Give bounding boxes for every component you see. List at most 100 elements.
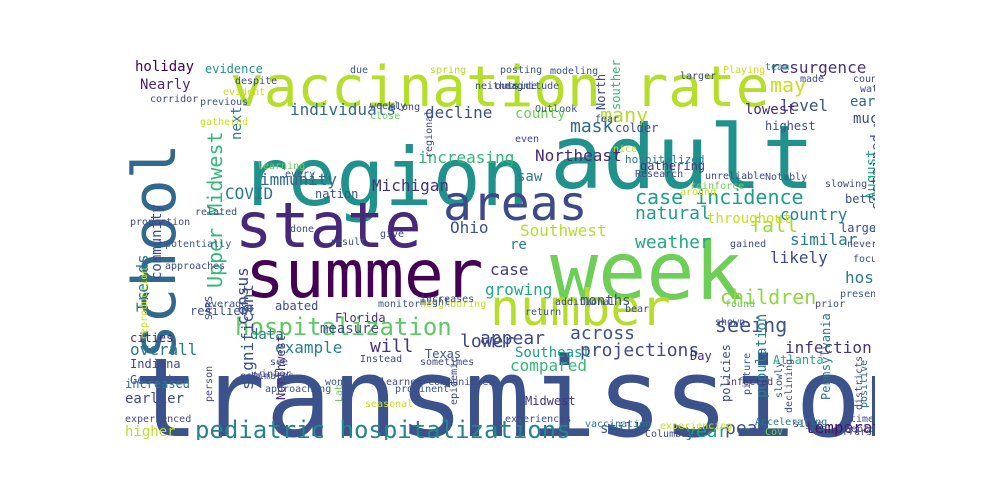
cloud-word: immunity: [260, 170, 338, 189]
cloud-word: abated: [275, 299, 319, 313]
cloud-word: country: [780, 205, 848, 224]
cloud-word: reproduction: [139, 267, 150, 340]
cloud-word: number: [490, 279, 671, 337]
cloud-word: Columbus: [645, 429, 694, 440]
cloud-word: CoV: [765, 427, 784, 438]
cloud-word: done: [290, 224, 315, 235]
cloud-word: gathered: [200, 117, 249, 128]
cloud-word: infected: [725, 377, 774, 388]
cloud-word: case incidence: [635, 185, 804, 209]
cloud-word: might: [420, 297, 451, 308]
cloud-word: larger: [680, 71, 717, 82]
cloud-word: southern: [609, 60, 623, 110]
cloud-word: shown: [715, 317, 746, 328]
cloud-word: found: [725, 299, 756, 310]
cloud-word: cities: [130, 331, 174, 345]
cloud-word: prominent: [395, 384, 450, 395]
cloud-word: outside: [495, 81, 538, 92]
cloud-word: evidence: [205, 62, 263, 76]
cloud-word: see: [270, 357, 289, 368]
cloud-word: average: [205, 299, 248, 310]
cloud-word: natural: [635, 203, 711, 224]
cloud-word: reinforce: [690, 181, 745, 192]
cloud-word: magnitude: [505, 81, 560, 92]
cloud-word: vaccination rate: [230, 60, 770, 120]
cloud-word: will: [370, 336, 414, 357]
cloud-word: unreliable: [705, 171, 766, 182]
cloud-word: experiencing: [660, 421, 733, 432]
cloud-word: measure: [320, 321, 380, 337]
cloud-word: prior: [815, 299, 846, 310]
cloud-word: picture: [742, 352, 753, 395]
cloud-word: Southeast: [515, 345, 591, 361]
cloud-word: earlier: [125, 391, 185, 407]
cloud-word: much: [853, 111, 875, 127]
cloud-word: pediatric hospitalizations: [195, 416, 571, 440]
cloud-word: region: [240, 131, 529, 224]
cloud-word: holiday: [135, 60, 195, 75]
cloud-word: person: [204, 365, 215, 402]
cloud-word: higher: [125, 424, 176, 440]
cloud-word: alongside: [873, 225, 875, 235]
cloud-word: nice: [613, 144, 638, 155]
cloud-word: Outlook: [535, 104, 578, 115]
cloud-word: differs: [830, 427, 873, 438]
cloud-word: example: [275, 338, 343, 357]
cloud-word: weather: [635, 232, 711, 253]
cloud-word: North: [594, 73, 608, 110]
cloud-word: likely: [770, 248, 828, 267]
cloud-word: re: [510, 237, 527, 253]
cloud-word: Accelerating: [755, 417, 828, 428]
cloud-word: level: [780, 96, 829, 115]
cloud-word: resurgence: [770, 60, 867, 77]
cloud-word: positive: [859, 359, 870, 408]
cloud-word: peak: [725, 418, 769, 439]
cloud-word: seasonal: [365, 399, 414, 410]
cloud-word: may: [770, 73, 807, 97]
cloud-word: growing: [485, 280, 553, 299]
cloud-word: Georgia: [130, 373, 181, 387]
cloud-word: return: [525, 307, 562, 318]
cloud-word: hospitalized: [625, 153, 705, 166]
cloud-word: monitor: [378, 299, 421, 310]
cloud-word: winter: [255, 369, 292, 380]
cloud-word: compared: [510, 356, 588, 375]
cloud-word: individuals: [290, 100, 396, 119]
cloud-word: approaches: [165, 261, 226, 272]
cloud-word: Indiana: [130, 357, 181, 371]
cloud-word: Florida: [335, 311, 386, 325]
cloud-word: nevertheless: [847, 239, 875, 250]
cloud-word: team: [765, 62, 790, 73]
cloud-word: still: [600, 421, 643, 437]
cloud-word: Day: [690, 349, 712, 363]
cloud-word: every: [285, 169, 316, 180]
cloud-word: county: [515, 106, 566, 122]
cloud-word: previous: [200, 97, 249, 108]
cloud-word: slowing: [825, 179, 868, 190]
cloud-word: Atlanta: [773, 353, 824, 367]
cloud-word: won: [325, 377, 344, 388]
cloud-word: increasing: [418, 148, 515, 167]
cloud-word: neighboring: [420, 299, 487, 310]
cloud-word: Southwest: [520, 221, 607, 240]
cloud-word: signs: [793, 419, 824, 430]
cloud-word: months: [580, 293, 631, 309]
cloud-word: nation: [315, 187, 359, 201]
cloud-word: hospital: [845, 268, 875, 287]
cloud-word: estimates: [240, 371, 295, 382]
cloud-word: case: [490, 260, 529, 279]
cloud-word: children: [720, 285, 817, 309]
cloud-word: community: [149, 204, 165, 280]
cloud-word: Michigan: [372, 176, 450, 195]
cloud-word: fear: [595, 114, 620, 125]
cloud-word: related: [195, 207, 238, 218]
cloud-word: temperate: [805, 418, 875, 437]
cloud-word: close: [370, 111, 401, 122]
cloud-word: Ohio: [450, 218, 489, 237]
cloud-word: posting: [500, 65, 543, 76]
cloud-word: gathering: [640, 159, 706, 173]
cloud-word: infection: [785, 338, 872, 357]
cloud-word: gained: [730, 239, 767, 250]
cloud-word: resilient: [190, 304, 256, 318]
